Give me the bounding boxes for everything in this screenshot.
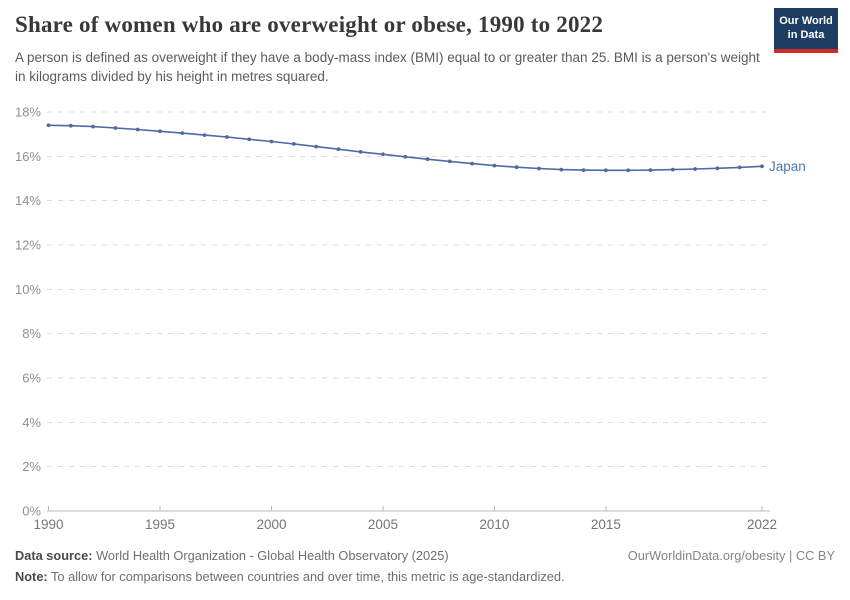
data-point (492, 163, 497, 168)
data-point (537, 166, 541, 171)
y-tick-label: 6% (22, 371, 41, 386)
data-point (559, 167, 564, 172)
data-source-text: World Health Organization - Global Healt… (92, 548, 449, 563)
data-point (581, 168, 586, 172)
data-point (403, 154, 408, 159)
data-point (514, 165, 519, 170)
owid-logo: Our World in Data (774, 8, 838, 53)
data-point (113, 126, 118, 130)
data-point (648, 168, 653, 172)
x-tick-label: 1990 (33, 517, 63, 532)
y-tick-label: 0% (22, 504, 41, 519)
x-tick-label: 2015 (591, 517, 621, 532)
y-tick-label: 2% (22, 459, 41, 474)
x-tick-label: 2005 (368, 517, 398, 532)
data-source-line: Data source: World Health Organization -… (15, 546, 449, 565)
data-point (269, 139, 274, 144)
y-tick-label: 12% (15, 238, 41, 253)
x-tick-label: 1995 (145, 517, 175, 532)
owid-logo-line2: in Data (787, 28, 825, 41)
y-tick-label: 8% (22, 326, 41, 341)
data-point (225, 135, 229, 139)
owid-logo-line1: Our World (779, 15, 833, 27)
data-point (626, 168, 631, 173)
data-point (447, 159, 452, 164)
data-source-label: Data source: (15, 548, 93, 563)
chart-canvas: 0% 2% 4% 6% 8% 10% 12% 14% 16% 18% 1990 1995 2000 200… (15, 105, 806, 533)
data-point (381, 152, 385, 157)
data-point (670, 167, 675, 172)
y-tick-label: 4% (22, 415, 41, 430)
data-point (91, 124, 95, 129)
data-point (158, 129, 162, 134)
note-label: Note: (15, 569, 48, 585)
chart-title: Share of women who are overweight or obe… (15, 12, 604, 37)
data-point (46, 123, 51, 128)
data-point (135, 127, 140, 132)
note-line: Note: To allow for comparisons between c… (15, 567, 835, 586)
data-point (470, 161, 474, 166)
data-point (715, 166, 720, 171)
data-point (604, 168, 608, 173)
data-point (314, 144, 318, 149)
x-tick-label: 2000 (256, 517, 286, 532)
data-point (247, 137, 252, 142)
data-point (202, 133, 207, 137)
data-point (180, 131, 185, 135)
data-point (693, 167, 697, 171)
y-tick-label: 18% (15, 105, 41, 120)
data-point (68, 123, 73, 128)
series-label: Japan (769, 159, 806, 174)
x-tick-label: 2010 (479, 517, 509, 532)
x-tick-label: 2022 (747, 517, 777, 532)
data-point (358, 150, 363, 154)
data-point (760, 164, 764, 169)
data-line (48, 124, 763, 172)
y-tick-label: 14% (15, 193, 41, 208)
y-tick-label: 10% (15, 282, 41, 297)
owid-link: OurWorldinData.org/obesity | CC BY (627, 548, 835, 563)
chart-header: Share of women who are overweight or obe… (15, 12, 835, 86)
data-point (336, 147, 341, 152)
data-point (737, 165, 742, 170)
data-point (291, 142, 296, 146)
chart-footer: Data source: World Health Organization -… (15, 546, 835, 586)
y-tick-label: 16% (15, 149, 41, 164)
note-text: To allow for comparisons between countri… (47, 569, 565, 585)
chart-subtitle: A person is defined as overweight if the… (15, 50, 760, 85)
data-point (425, 157, 430, 162)
